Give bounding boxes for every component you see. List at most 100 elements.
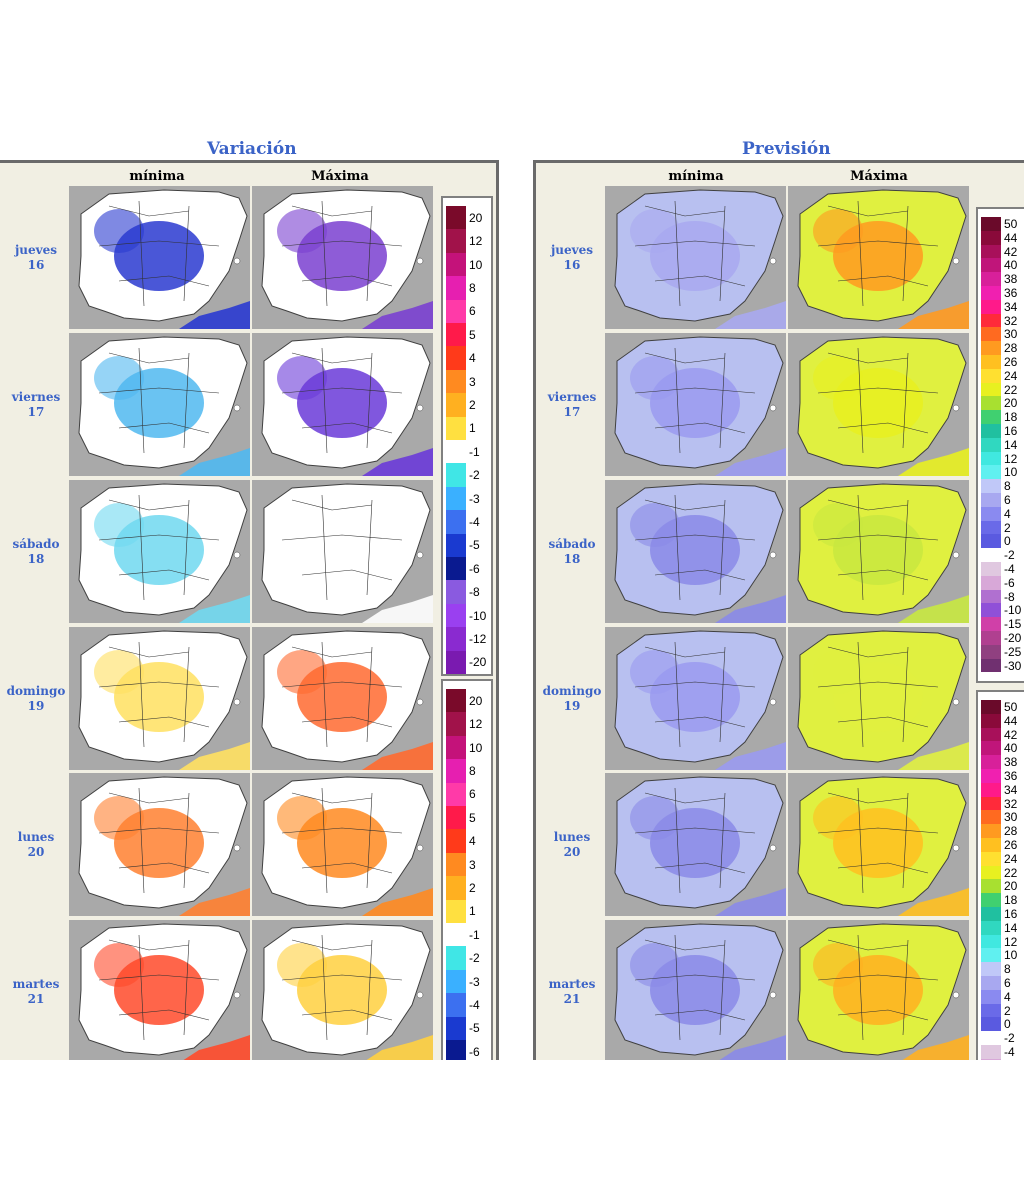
map-maxima-viernes — [788, 333, 969, 476]
map-maxima-martes — [788, 920, 969, 1060]
legend-label: -3 — [469, 491, 480, 506]
legend-color-swatch — [981, 575, 1001, 590]
day-number: 21 — [27, 992, 45, 1006]
legend-color-swatch — [981, 1003, 1001, 1018]
legend-color-swatch — [446, 533, 466, 557]
legend-color-swatch — [981, 879, 1001, 894]
day-number: 19 — [27, 699, 45, 713]
legend-color-swatch — [981, 713, 1001, 728]
legend-label: 5 — [469, 810, 476, 825]
legend-label: 6 — [1004, 975, 1011, 990]
legend-label: -8 — [469, 585, 480, 600]
map-maxima-domingo — [252, 627, 433, 770]
legend-label: 38 — [1004, 755, 1018, 770]
prevision-legend-bottom: 50 44 42 40 38 36 34 32 30 28 26 24 22 20 18 16 14 12 10 8 6… — [976, 690, 1024, 1060]
legend-color-swatch — [981, 589, 1001, 604]
map-minima-martes — [605, 920, 786, 1060]
legend-label: -5 — [469, 1021, 480, 1036]
legend-color-swatch — [981, 230, 1001, 245]
legend-label: -6 — [469, 561, 480, 576]
legend-color-swatch — [981, 217, 1001, 231]
legend-label: -2 — [469, 468, 480, 483]
legend-label: 14 — [1004, 920, 1018, 935]
day-label-sábado: sábado 18 — [6, 537, 66, 567]
legend-label: 36 — [1004, 768, 1018, 783]
legend-color-swatch — [446, 782, 466, 806]
legend-label: 4 — [1004, 506, 1011, 521]
map-maxima-jueves — [788, 186, 969, 329]
legend-label: 8 — [1004, 479, 1011, 494]
legend-label: 36 — [1004, 285, 1018, 300]
day-name: martes — [12, 977, 60, 991]
legend-color-swatch — [446, 323, 466, 347]
legend-color-swatch — [981, 727, 1001, 742]
legend-color-swatch — [446, 603, 466, 628]
legend-label: 10 — [469, 740, 483, 755]
legend-label: 4 — [1004, 989, 1011, 1004]
day-name: domingo — [6, 684, 66, 698]
map-maxima-jueves — [252, 186, 433, 329]
day-number: 21 — [563, 992, 581, 1006]
legend-color-swatch — [981, 451, 1001, 466]
legend-color-swatch — [981, 368, 1001, 383]
legend-label: -1 — [469, 444, 480, 459]
legend-color-swatch — [446, 712, 466, 736]
legend-color-swatch — [446, 806, 466, 830]
day-number: 16 — [27, 258, 45, 272]
legend-color-swatch — [981, 548, 1001, 562]
legend-label: 3 — [469, 374, 476, 389]
column-header-minima: mínima — [668, 169, 724, 184]
legend-color-swatch — [981, 355, 1001, 369]
legend-label: 34 — [1004, 299, 1018, 314]
legend-color-swatch — [981, 272, 1001, 286]
legend-color-swatch — [981, 976, 1001, 990]
legend-label: 30 — [1004, 810, 1018, 825]
legend-color-swatch — [981, 437, 1001, 452]
legend-color-swatch — [981, 810, 1001, 825]
legend-label: 50 — [1004, 699, 1018, 714]
legend-label: 28 — [1004, 341, 1018, 356]
legend-color-swatch — [446, 829, 466, 853]
legend-color-swatch — [981, 989, 1001, 1004]
legend-label: 44 — [1004, 230, 1018, 245]
legend-label: -30 — [1004, 658, 1022, 673]
legend-color-swatch — [446, 299, 466, 323]
legend-color-swatch — [981, 493, 1001, 507]
legend-color-swatch — [446, 229, 466, 253]
legend-color-swatch — [446, 440, 466, 464]
legend-color-swatch — [981, 1045, 1001, 1059]
day-number: 20 — [27, 845, 45, 859]
day-label-sábado: sábado 18 — [542, 537, 602, 567]
legend-label: 18 — [1004, 410, 1018, 425]
day-label-lunes: lunes 20 — [6, 830, 66, 860]
day-name: martes — [548, 977, 596, 991]
legend-color-swatch — [981, 258, 1001, 273]
legend-color-swatch — [981, 920, 1001, 935]
day-number: 18 — [27, 552, 45, 566]
day-number: 20 — [563, 845, 581, 859]
day-name: viernes — [547, 390, 597, 404]
legend-color-swatch — [981, 962, 1001, 976]
legend-label: 2 — [469, 880, 476, 895]
legend-label: 38 — [1004, 272, 1018, 287]
legend-label: -1 — [469, 927, 480, 942]
map-minima-domingo — [69, 627, 250, 770]
legend-label: -6 — [1004, 575, 1015, 590]
legend-color-swatch — [981, 755, 1001, 769]
day-number: 18 — [563, 552, 581, 566]
legend-color-swatch — [981, 382, 1001, 397]
legend-label: 22 — [1004, 382, 1018, 397]
day-label-domingo: domingo 19 — [6, 684, 66, 714]
legend-label: 8 — [1004, 962, 1011, 977]
map-minima-viernes — [69, 333, 250, 476]
legend-color-swatch — [446, 346, 466, 370]
legend-color-swatch — [446, 759, 466, 783]
variation-legend-top: 20 12 10 8 6 5 4 3 2 1 -1 -2 -3 -4 -5 -6 -8 -10 -12 -20 — [441, 196, 493, 676]
legend-label: 40 — [1004, 741, 1018, 756]
legend-label: 18 — [1004, 893, 1018, 908]
legend-label: 30 — [1004, 327, 1018, 342]
legend-label: -20 — [1004, 630, 1022, 645]
legend-color-swatch — [446, 486, 466, 511]
legend-label: 20 — [1004, 879, 1018, 894]
day-label-jueves: jueves 16 — [542, 243, 602, 273]
